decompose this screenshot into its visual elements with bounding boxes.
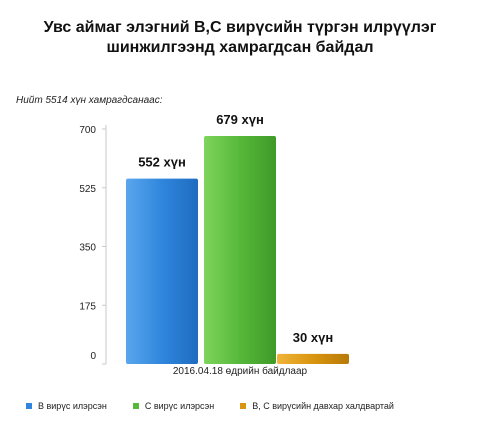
- y-tick-label: 700: [79, 125, 96, 136]
- legend-label-c: C вирүс илэрсэн: [144, 401, 215, 411]
- legend-label-bc: B, C вирүсийн давхар халдвартай: [252, 401, 394, 411]
- bar-c-virus-value-label: 679 хүн: [216, 112, 264, 127]
- bars: 552 хүн 679 хүн 30 хүн: [126, 112, 349, 364]
- chart-title: Увс аймаг элэгний B,C вирүсийн түргэн ил…: [0, 18, 480, 58]
- chart-title-line-2: шинжилгээнд хамрагдсан байдал: [106, 39, 374, 56]
- legend-item-c: C вирүс илэрсэн: [132, 401, 215, 411]
- bar-chart: 0 175 350 525 700 552 хүн 679 хүн 30 хүн: [79, 112, 349, 365]
- bar-c-virus: [204, 136, 276, 364]
- y-axis: 0 175 350 525 700: [79, 125, 107, 365]
- bar-bc-coinfection-value-label: 30 хүн: [293, 330, 333, 345]
- bar-b-virus-value-label: 552 хүн: [138, 155, 186, 170]
- legend: B вирүс илэрсэн C вирүс илэрсэн B, C вир…: [26, 401, 476, 411]
- legend-swatch-c: [132, 403, 139, 409]
- bar-bc-coinfection: [277, 353, 349, 364]
- y-tick-label: 0: [90, 351, 96, 362]
- legend-label-b: B вирүс илэрсэн: [38, 401, 107, 411]
- date-note: 2016.04.18 өдрийн байдлаар: [172, 366, 308, 377]
- legend-swatch-bc: [240, 403, 247, 409]
- y-tick-label: 525: [79, 184, 96, 195]
- bar-b-virus: [126, 178, 198, 364]
- y-tick-label: 175: [79, 301, 96, 312]
- legend-item-bc: B, C вирүсийн давхар халдвартай: [240, 401, 394, 411]
- legend-item-b: B вирүс илэрсэн: [26, 401, 107, 411]
- legend-swatch-b: [26, 403, 32, 409]
- chart-title-line-1: Увс аймаг элэгний B,C вирүсийн түргэн ил…: [43, 19, 437, 36]
- chart-subtitle: Нийт 5514 хүн хамрагдсанаас:: [16, 95, 163, 106]
- y-tick-label: 350: [79, 243, 96, 254]
